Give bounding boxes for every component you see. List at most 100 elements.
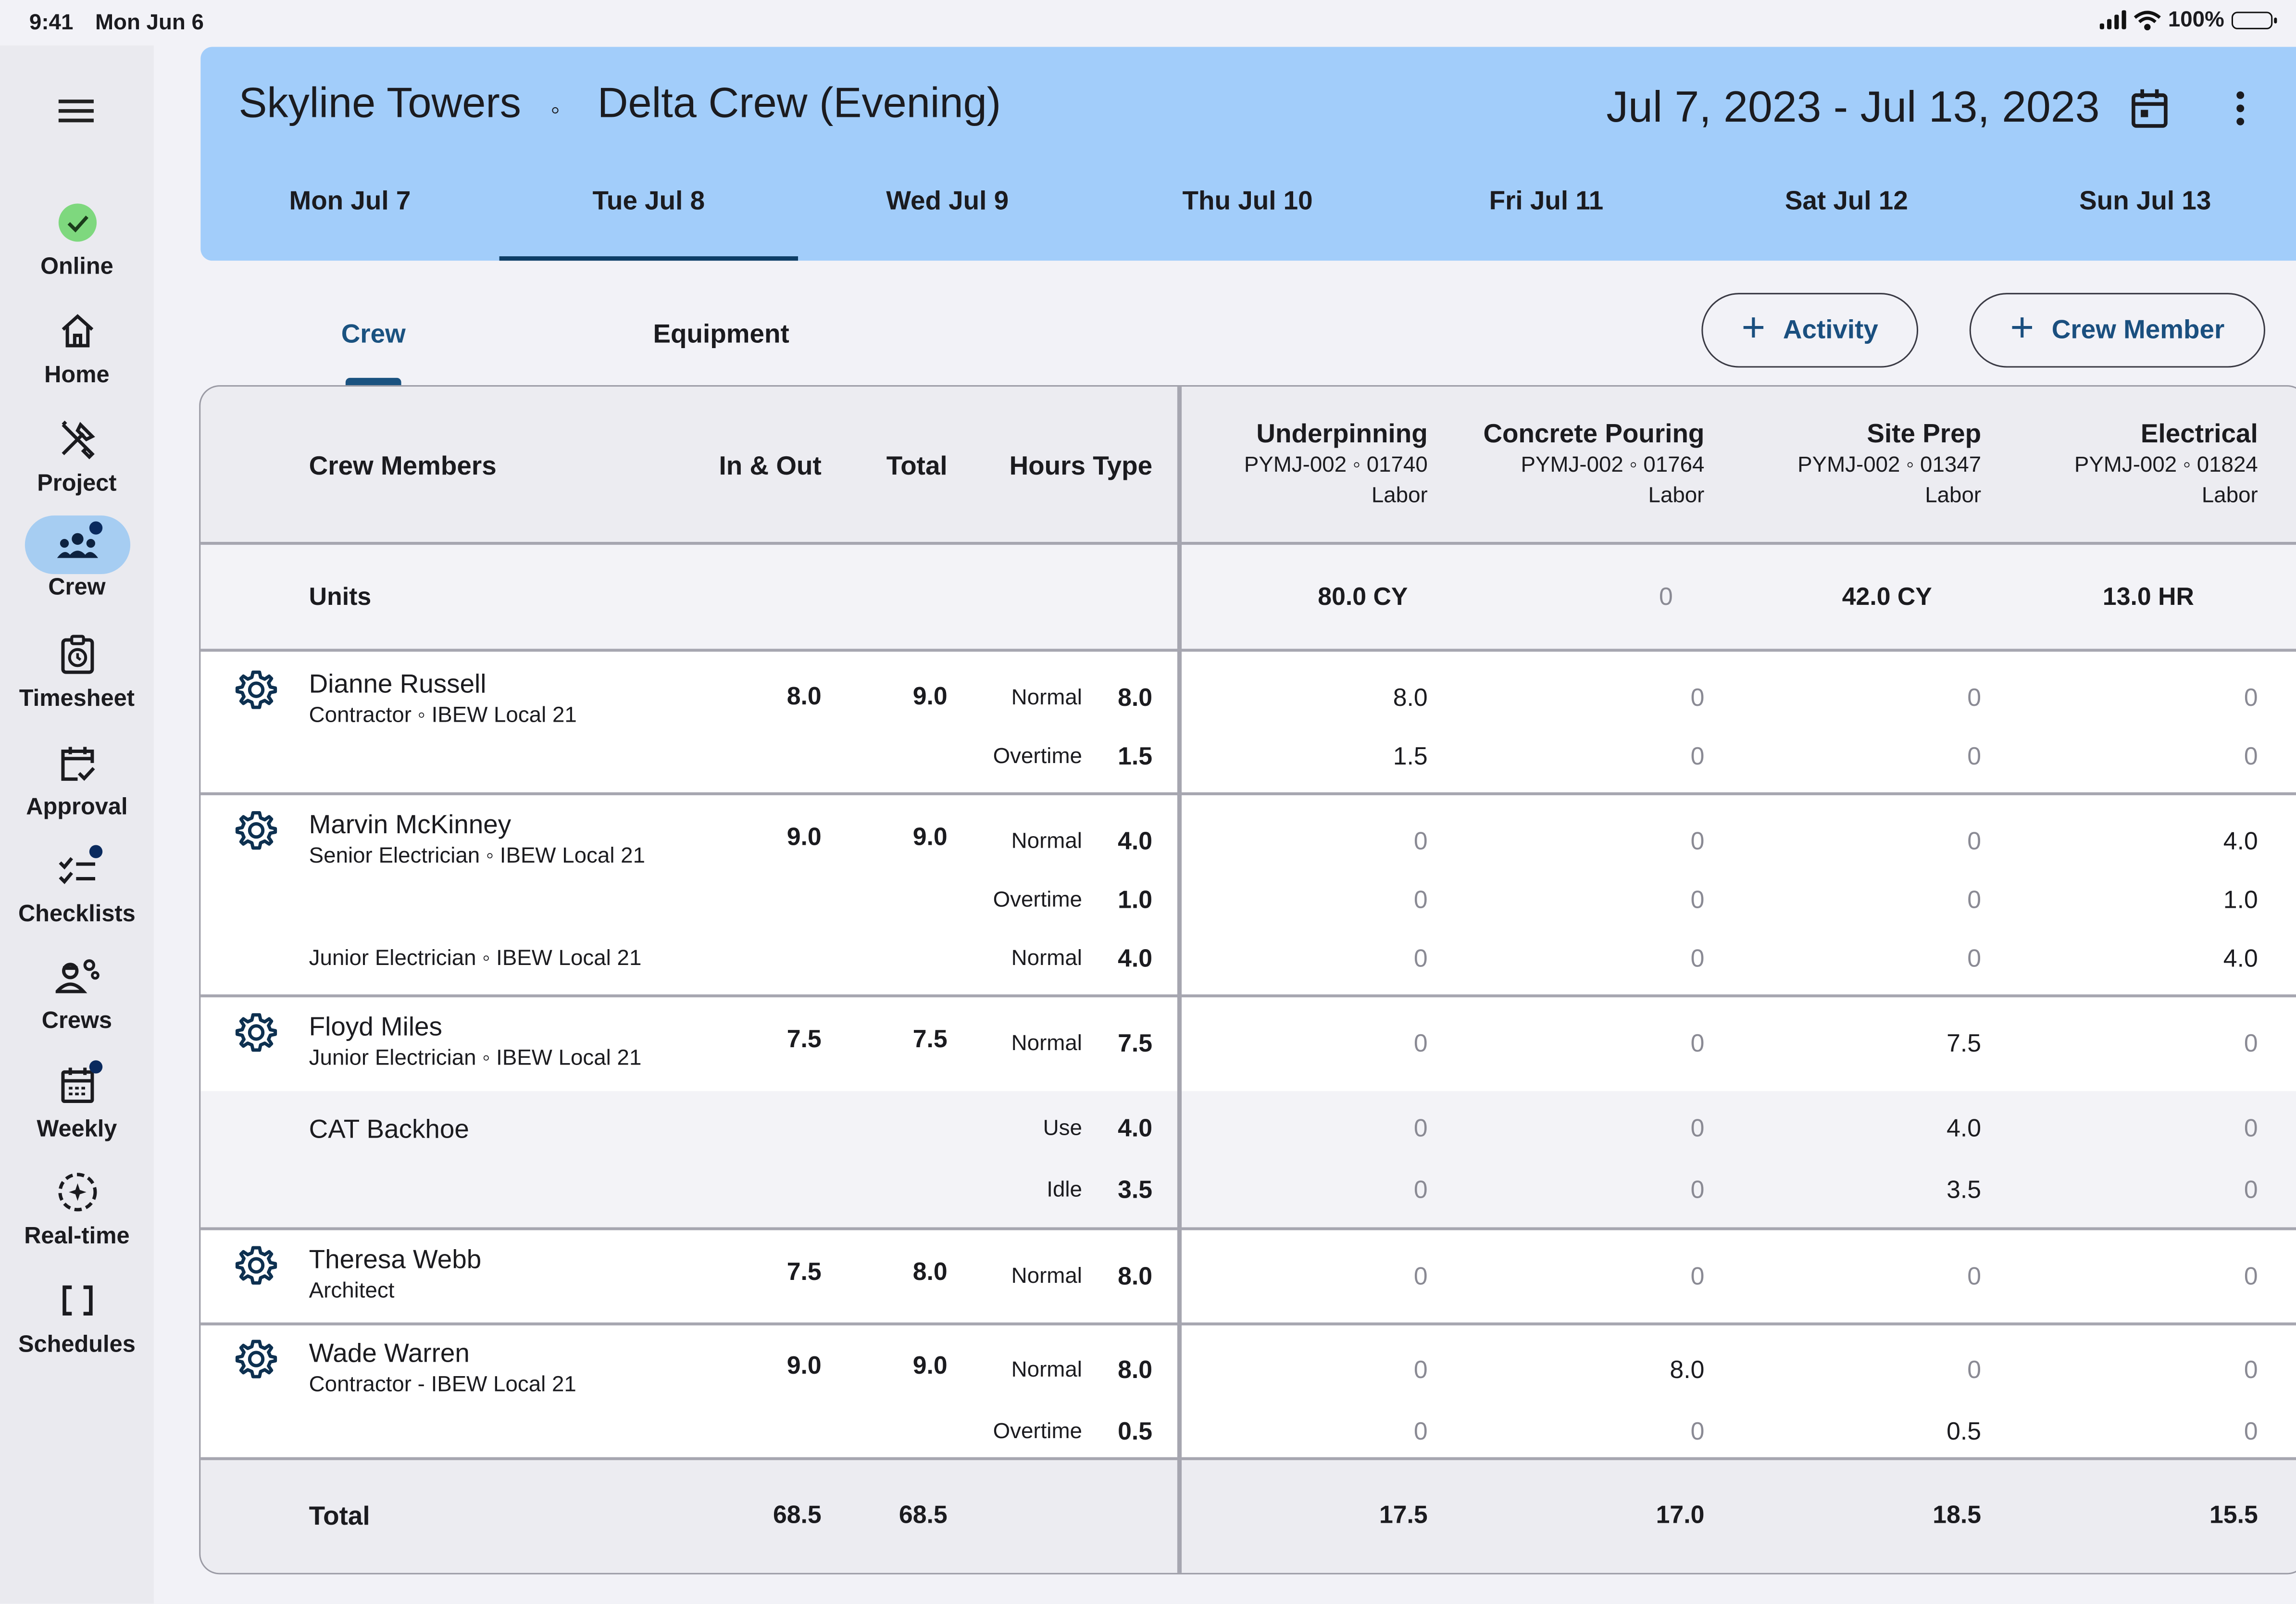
gear-icon[interactable]: [234, 668, 278, 719]
online-status-icon: [24, 195, 129, 253]
activity-hours-cell: 0: [1690, 827, 1705, 855]
sidebar-item-checklists[interactable]: Checklists: [0, 842, 154, 928]
sidebar-item-real-time[interactable]: Real-time: [0, 1164, 154, 1251]
activity-hours-cell: 0: [2244, 1176, 2258, 1204]
activity-hours-cell: 0: [2244, 1114, 2258, 1142]
hours-value: 4.0: [1118, 827, 1153, 855]
sidebar-item-online[interactable]: Online: [0, 195, 154, 281]
crew-title[interactable]: Delta Crew (Evening): [597, 80, 1001, 127]
activity-hours-cell: 0: [1967, 886, 1982, 914]
tab-crew[interactable]: Crew: [341, 319, 406, 349]
title-separator: ◦: [550, 95, 560, 125]
units-row: [200, 543, 2296, 649]
hours-value: 1.0: [1118, 886, 1153, 914]
units-value: 42.0 CY: [1842, 583, 1932, 611]
in-out-hours: 9.0: [786, 1352, 822, 1380]
add-activity-button[interactable]: + Activity: [1701, 293, 1919, 368]
total-label: Total: [309, 1501, 370, 1530]
sidebar-item-weekly[interactable]: Weekly: [0, 1057, 154, 1144]
status-time: 9:41: [29, 10, 74, 36]
activity-hours-cell: 0: [1690, 1262, 1705, 1291]
activity-hours-cell: 3.5: [1947, 1176, 1982, 1204]
sidebar-item-timesheet[interactable]: Timesheet: [0, 627, 154, 714]
hours-type: Normal: [1011, 828, 1082, 854]
activity-hours-cell: 7.5: [1947, 1029, 1982, 1058]
sidebar-item-home[interactable]: Home: [0, 303, 154, 390]
activity-hours-cell: 0: [1967, 1262, 1982, 1291]
plus-icon: +: [1741, 304, 1766, 350]
wifi-icon: [2133, 10, 2160, 30]
activity-hours-cell: 1.0: [2223, 886, 2258, 914]
more-vert-icon[interactable]: [2233, 88, 2247, 129]
in-out-hours: 8.0: [786, 682, 822, 711]
hours-type: Normal: [1011, 1031, 1082, 1056]
tab-day-fri[interactable]: Fri Jul 11: [1489, 186, 1604, 215]
tab-day-tue[interactable]: Tue Jul 8: [499, 182, 799, 261]
crew-member-name: Wade Warren: [309, 1338, 470, 1368]
activity-hours-cell: 1.5: [1393, 742, 1428, 771]
activity-code: PYMJ-002 ◦ 01824: [2074, 452, 2258, 477]
checklist-icon: [24, 842, 129, 901]
activity-hours-cell: 0: [2244, 1417, 2258, 1446]
units-value: 13.0 HR: [2102, 583, 2194, 611]
activity-hours-cell: 0: [1413, 1029, 1428, 1058]
total-activity-value: 17.0: [1656, 1501, 1705, 1529]
hours-value: 8.0: [1118, 1356, 1153, 1384]
gear-icon[interactable]: [234, 1243, 278, 1295]
realtime-sync-icon: [24, 1164, 129, 1223]
hours-value: 0.5: [1118, 1417, 1153, 1446]
activity-code: PYMJ-002 ◦ 01347: [1797, 452, 1982, 477]
hours-value: 8.0: [1118, 1262, 1153, 1291]
activity-hours-cell: 0: [1967, 684, 1982, 712]
activity-hours-cell: 0: [1967, 1356, 1982, 1384]
activity-type: Labor: [1371, 483, 1428, 508]
sidebar-item-project[interactable]: Project: [0, 412, 154, 498]
activity-hours-cell: 0: [1690, 1029, 1705, 1058]
total-activity-value: 17.5: [1379, 1501, 1428, 1529]
gear-icon[interactable]: [234, 1337, 278, 1389]
crew-member-name: Floyd Miles: [309, 1012, 442, 1041]
units-label: Units: [309, 583, 372, 611]
units-value: 0: [1659, 583, 1673, 611]
total-hours: 9.0: [912, 1352, 948, 1380]
calendar-icon[interactable]: [2128, 87, 2171, 130]
hours-value: 3.5: [1118, 1176, 1153, 1204]
hours-value: 4.0: [1118, 1114, 1153, 1142]
gear-icon[interactable]: [234, 808, 278, 860]
sidebar-item-crews[interactable]: Crews: [0, 949, 154, 1036]
tab-day-sat[interactable]: Sat Jul 12: [1784, 186, 1908, 215]
activity-hours-cell: 8.0: [1670, 1356, 1705, 1384]
activity-hours-cell: 0: [1690, 1417, 1705, 1446]
tools-icon: [24, 412, 129, 470]
total-activity-value: 18.5: [1933, 1501, 1982, 1529]
tab-day-thu[interactable]: Thu Jul 10: [1182, 186, 1313, 215]
total-hours: 7.5: [912, 1025, 948, 1053]
add-activity-label: Activity: [1783, 314, 1878, 344]
add-crew-member-button[interactable]: + Crew Member: [1969, 293, 2266, 368]
project-title[interactable]: Skyline Towers: [238, 80, 522, 127]
tab-equipment[interactable]: Equipment: [653, 319, 789, 349]
battery-icon: [2231, 11, 2277, 29]
tab-day-sun[interactable]: Sun Jul 13: [2079, 186, 2211, 215]
activity-name: Concrete Pouring: [1483, 419, 1705, 449]
gear-icon[interactable]: [234, 1011, 278, 1062]
tab-day-wed[interactable]: Wed Jul 9: [886, 186, 1009, 215]
activity-hours-cell: 0: [1690, 742, 1705, 771]
activity-hours-cell: 0: [2244, 684, 2258, 712]
sidebar-item-approval[interactable]: Approval: [0, 735, 154, 822]
activity-hours-cell: 4.0: [2223, 944, 2258, 973]
activity-hours-cell: 0: [1413, 1176, 1428, 1204]
hours-type: Overtime: [993, 887, 1082, 913]
hours-type: Normal: [1011, 1357, 1082, 1383]
crew-member-role: Junior Electrician ◦ IBEW Local 21: [309, 1045, 642, 1071]
menu-icon[interactable]: [56, 95, 97, 127]
sidebar-item-schedules[interactable]: Schedules: [0, 1273, 154, 1359]
sidebar-item-label: Project: [37, 471, 117, 497]
hours-type: Normal: [1011, 946, 1082, 971]
sidebar-item-crew[interactable]: Crew: [0, 515, 154, 602]
total-hours: 9.0: [912, 682, 948, 711]
table-header-row: [200, 387, 2296, 542]
activity-type: Labor: [1648, 483, 1705, 508]
tab-day-mon[interactable]: Mon Jul 7: [289, 186, 411, 215]
